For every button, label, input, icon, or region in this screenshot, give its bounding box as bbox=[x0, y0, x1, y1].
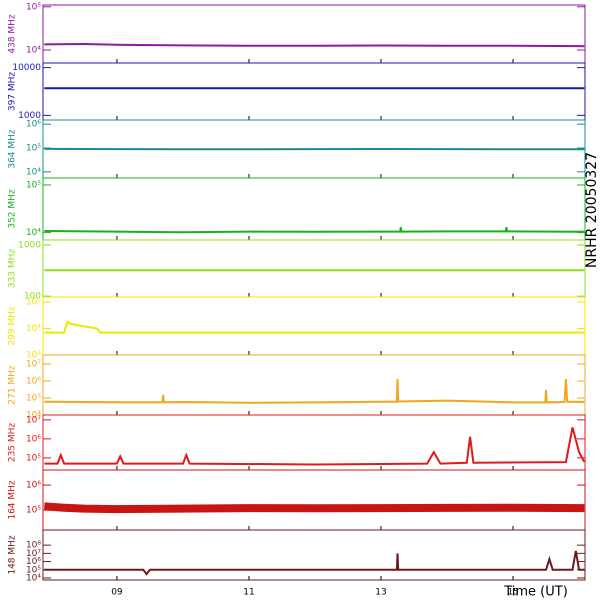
y-tick-label: 10⁵ bbox=[26, 453, 41, 463]
y-tick-label: 10⁸ bbox=[26, 541, 41, 551]
y-tick-label: 10⁵ bbox=[26, 394, 41, 404]
y-tick-label: 10³ bbox=[26, 351, 41, 361]
y-tick-label: 10⁷ bbox=[26, 360, 41, 370]
y-tick-label: 10⁴ bbox=[26, 573, 41, 583]
panel-frame bbox=[42, 4, 586, 64]
y-tick-label: 10⁴ bbox=[26, 228, 41, 238]
x-tick-label: 11 bbox=[243, 588, 254, 598]
y-tick-label: 10⁶ bbox=[26, 434, 41, 444]
y-tick-label: 10⁶ bbox=[26, 120, 41, 130]
y-tick-label: 10⁴ bbox=[26, 324, 41, 334]
y-tick-label: 10⁶ bbox=[26, 481, 41, 491]
y-axis-label: 333 MHz bbox=[8, 249, 18, 289]
y-axis-label: 299 MHz bbox=[8, 306, 18, 346]
y-axis-label: 352 MHz bbox=[8, 189, 18, 229]
y-axis-label: 438 MHz bbox=[8, 14, 18, 54]
y-tick-label: 10⁴ bbox=[26, 167, 41, 177]
y-tick-label: 1000 bbox=[18, 111, 41, 121]
data-line bbox=[44, 550, 585, 576]
y-tick-label: 10⁶ bbox=[26, 377, 41, 387]
data-line bbox=[44, 42, 585, 48]
panel-frame bbox=[42, 239, 586, 298]
y-tick-label: 10⁵ bbox=[26, 144, 41, 154]
data-line bbox=[44, 502, 585, 514]
x-tick-label: 09 bbox=[111, 588, 123, 598]
y-tick-label: 10⁷ bbox=[26, 415, 41, 425]
y-tick-label: 10⁵ bbox=[26, 180, 41, 190]
y-axis-label: 148 MHz bbox=[8, 535, 18, 575]
y-tick-label: 10⁵ bbox=[26, 565, 41, 575]
x-tick-label: 15 bbox=[507, 588, 518, 598]
y-axis-label: 397 MHz bbox=[8, 72, 18, 112]
y-tick-label: 10⁵ bbox=[26, 298, 41, 308]
panel-frame bbox=[42, 62, 586, 121]
y-tick-label: 10⁶ bbox=[26, 557, 41, 567]
chart-title: NRHR 20050327 bbox=[584, 152, 600, 268]
data-line bbox=[44, 379, 585, 404]
x-axis-label: Time (UT) bbox=[503, 585, 568, 600]
y-tick-label: 10⁷ bbox=[26, 549, 41, 559]
data-line bbox=[44, 227, 585, 234]
y-tick-label: 10000 bbox=[12, 63, 41, 73]
panel-frame bbox=[42, 354, 586, 416]
y-tick-label: 1000 bbox=[18, 240, 41, 250]
panel-frame bbox=[42, 529, 586, 581]
y-tick-label: 10⁴ bbox=[26, 411, 41, 421]
y-tick-label: 10⁴ bbox=[26, 45, 41, 55]
y-tick-label: 10⁵ bbox=[26, 506, 41, 516]
y-axis-label: 235 MHz bbox=[8, 423, 18, 463]
panel-frame bbox=[42, 469, 586, 531]
y-axis-label: 364 MHz bbox=[8, 129, 18, 169]
panel-frame bbox=[42, 296, 586, 356]
data-line bbox=[44, 320, 585, 334]
y-tick-label: 10⁵ bbox=[26, 2, 41, 12]
y-axis-label: 164 MHz bbox=[8, 480, 18, 520]
y-axis-label: 271 MHz bbox=[8, 365, 18, 405]
y-tick-label: 100 bbox=[24, 292, 41, 302]
data-line bbox=[44, 427, 586, 466]
x-tick-label: 13 bbox=[375, 588, 386, 598]
